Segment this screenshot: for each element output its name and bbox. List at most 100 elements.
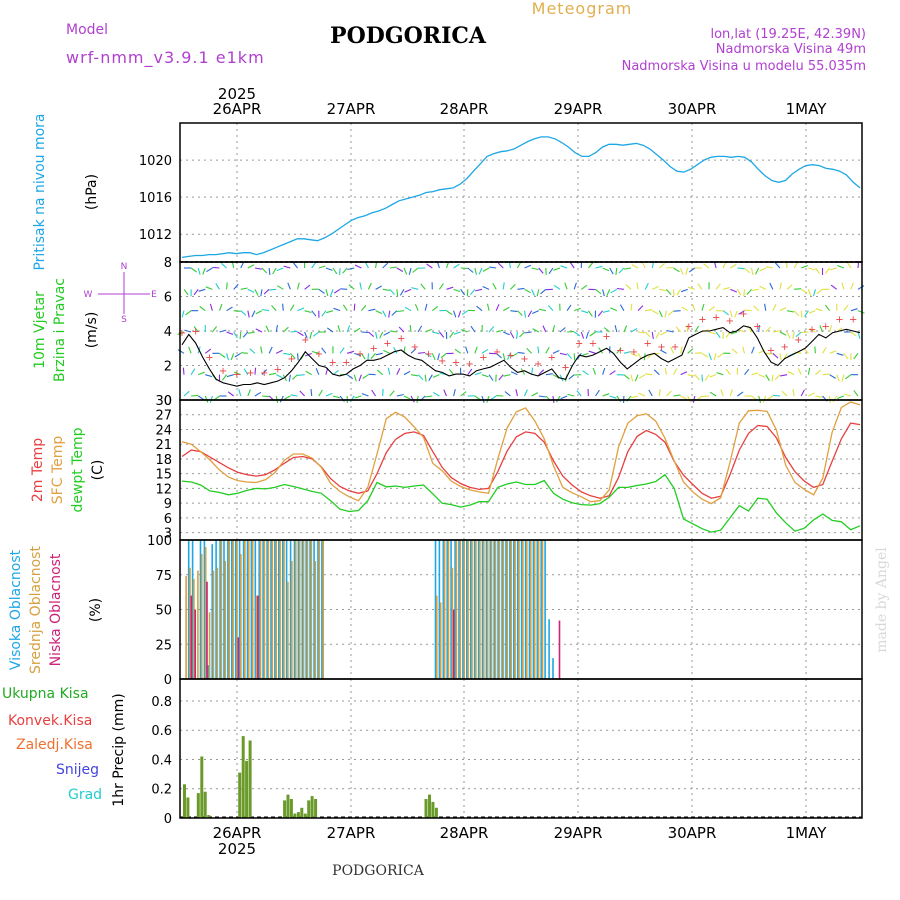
- wind-marker: +: [507, 351, 515, 362]
- y-tick-label: 18: [155, 453, 172, 468]
- wind-arrow: [787, 371, 795, 376]
- wind-arrow: [289, 304, 295, 311]
- precip-total-bar: [434, 807, 438, 818]
- cloud-high-bar: [540, 540, 542, 679]
- compass-icon: N W E S: [84, 262, 158, 325]
- wind-arrow: [841, 374, 845, 382]
- wind-arrow: [545, 346, 550, 354]
- wind-marker: +: [685, 321, 693, 332]
- wind-arrow: [312, 331, 320, 337]
- bottom-day-label: 30APR: [668, 824, 717, 842]
- wind-arrow: [853, 353, 859, 360]
- wind-arrow: [506, 353, 511, 360]
- wind-arrow: [292, 262, 298, 269]
- wind-arrow: [566, 352, 573, 360]
- wind-arrow: [744, 368, 750, 376]
- wind-arrow: [277, 285, 284, 290]
- wind-marker: +: [712, 313, 720, 324]
- cloud-high-bar: [207, 665, 210, 679]
- wind-arrow: [449, 331, 455, 339]
- temp-labels: 2m Temp SFC Temp dewpt Temp (C): [30, 427, 106, 512]
- wind-arrow: [221, 262, 227, 269]
- wind-arrow: [771, 374, 774, 382]
- wind-arrow: [481, 348, 489, 354]
- wind-arrow: [261, 395, 270, 398]
- wind-arrow: [630, 303, 633, 311]
- model-label: Model: [66, 22, 108, 38]
- wind-arrow: [495, 352, 502, 359]
- cloud-high-bar: [242, 540, 245, 679]
- cloud-low-bar: [558, 620, 561, 679]
- precip-labels: Ukupna Kisa Konvek.Kisa Zaledj.Kisa Snij…: [2, 686, 127, 807]
- cloud-high-bar: [477, 540, 480, 679]
- cloud-high-label: Visoka Oblacnost: [8, 549, 24, 670]
- wind-arrow: [822, 373, 830, 376]
- wind-arrow: [182, 367, 185, 375]
- wind-marker: +: [287, 354, 295, 365]
- wind-arrow: [619, 304, 625, 311]
- wind-arrow: [751, 267, 754, 275]
- wind-arrow: [290, 352, 296, 359]
- cloud-mid-bar: [240, 553, 242, 679]
- cloud-high-bar: [493, 540, 495, 679]
- wind-arrow: [576, 390, 582, 397]
- cloud-panel: [180, 540, 862, 680]
- precip-unit: 1hr Precip (mm): [111, 693, 127, 806]
- wind-arrow: [815, 369, 821, 376]
- precip-total-bar: [310, 796, 314, 818]
- wind-arrow: [624, 267, 632, 270]
- cloud-high-bar: [524, 540, 527, 679]
- cloud-high-bar: [317, 540, 319, 679]
- wind-arrow: [325, 392, 333, 397]
- wind-arrow: [255, 310, 263, 315]
- compass-n: N: [121, 262, 128, 272]
- wind-arrow: [658, 389, 661, 397]
- wind-arrow: [722, 310, 730, 316]
- wind-arrow: [779, 331, 787, 336]
- y-tick-label: 0.2: [151, 783, 172, 798]
- cloud-mid-bar: [455, 540, 458, 679]
- wind-arrow: [404, 306, 412, 312]
- wind-marker: +: [808, 325, 816, 336]
- wind-arrow: [658, 310, 663, 318]
- wind-arrow: [330, 289, 334, 297]
- wind-arrow: [461, 310, 469, 316]
- wind-arrow: [725, 368, 731, 375]
- wind-arrow: [495, 304, 500, 311]
- wind-arrow: [209, 303, 213, 311]
- cloud-mid-bar: [526, 540, 528, 679]
- wind-arrow: [337, 325, 341, 333]
- wind-arrow: [476, 305, 483, 312]
- wind-marker: +: [274, 364, 282, 375]
- snow-label: Snijeg: [56, 762, 99, 778]
- cloud-mid-bar: [204, 547, 207, 679]
- wind-arrow: [524, 389, 528, 397]
- wind-arrow: [829, 267, 837, 271]
- wind-arrow: [587, 262, 594, 269]
- wind-arrow: [332, 267, 338, 275]
- cloud-mid-bar: [467, 540, 469, 679]
- wind-arrow: [388, 310, 391, 318]
- wind-arrow: [609, 395, 617, 399]
- wind-arrow: [233, 283, 239, 290]
- wind-arrow: [616, 395, 622, 403]
- wind-marker: +: [370, 344, 378, 355]
- wind-arrow: [734, 310, 738, 318]
- wind-arrow: [708, 306, 716, 312]
- wind-arrow: [190, 368, 196, 375]
- cloud-high-bar: [442, 540, 445, 679]
- wind-arrow: [614, 325, 618, 333]
- wind-arrow: [644, 282, 649, 290]
- wind-arrow: [310, 388, 313, 397]
- wind-arrow: [814, 346, 816, 354]
- cloud-high-bar: [238, 540, 241, 679]
- wind-arrow: [417, 325, 423, 333]
- wind-marker: +: [602, 332, 610, 343]
- wind-arrow: [730, 331, 738, 335]
- top-day-label: 27APR: [327, 100, 376, 118]
- y-tick-label: 21: [155, 438, 172, 453]
- wind-arrow: [342, 304, 348, 311]
- wind-arrow: [830, 284, 838, 290]
- precip-total-bar: [303, 813, 307, 818]
